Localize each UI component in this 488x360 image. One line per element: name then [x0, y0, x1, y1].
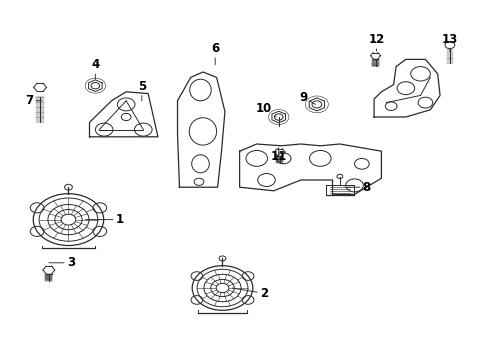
- Text: 13: 13: [441, 33, 457, 51]
- Text: 5: 5: [138, 80, 145, 101]
- Text: 10: 10: [255, 102, 276, 117]
- Text: 8: 8: [346, 181, 370, 194]
- Text: 12: 12: [367, 33, 384, 51]
- Text: 9: 9: [299, 91, 315, 104]
- Text: 4: 4: [91, 58, 99, 79]
- Text: 11: 11: [270, 148, 286, 163]
- Text: 2: 2: [232, 287, 267, 300]
- Text: 1: 1: [85, 213, 123, 226]
- Text: 6: 6: [211, 42, 219, 65]
- Text: 3: 3: [49, 256, 75, 269]
- Text: 7: 7: [25, 94, 41, 107]
